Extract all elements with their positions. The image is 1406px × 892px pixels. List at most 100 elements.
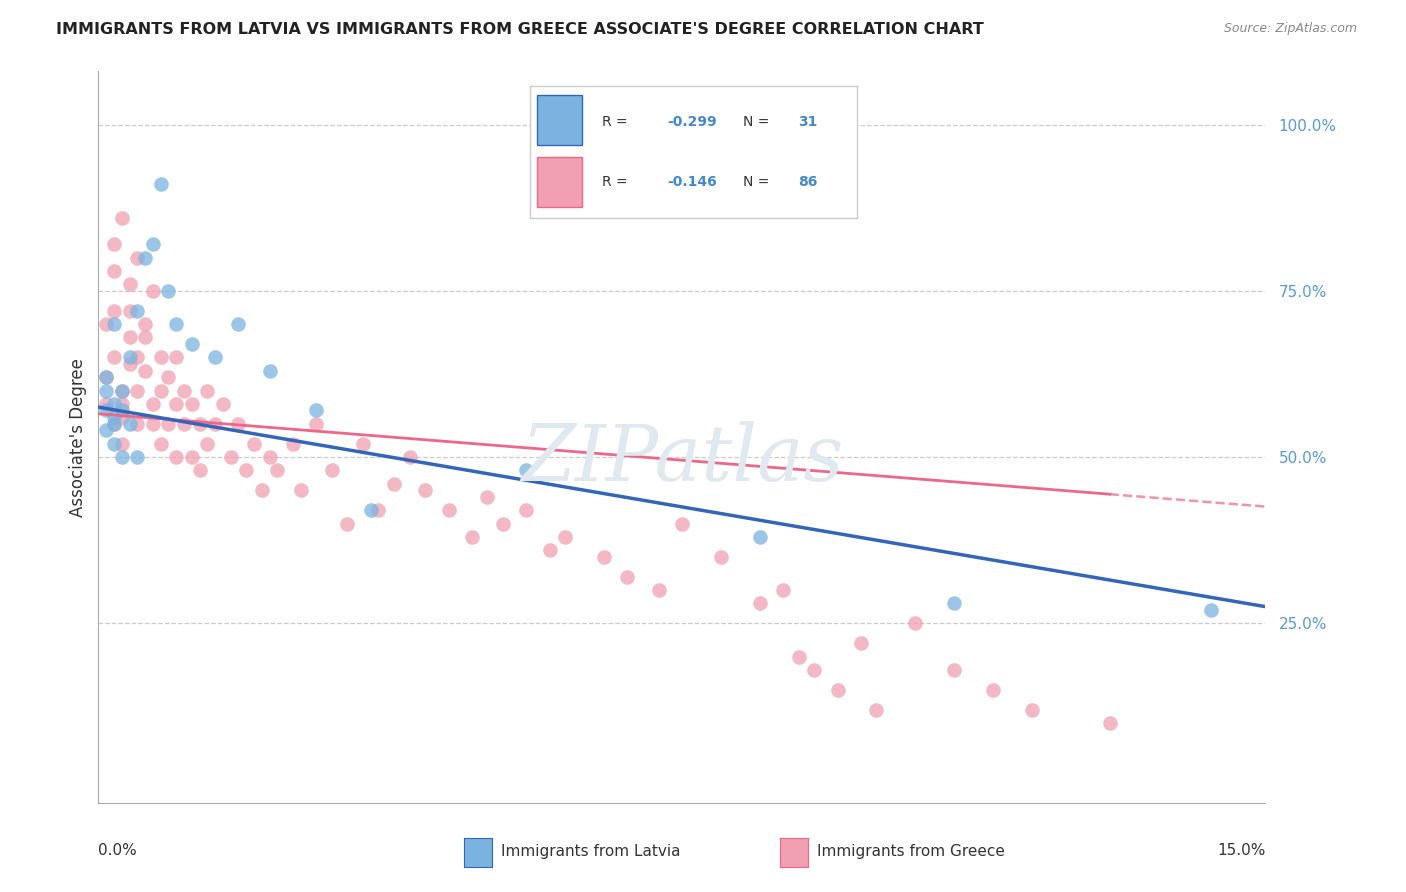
Point [103,237,125,252]
Text: ZIPatlas: ZIPatlas [520,421,844,497]
Point [127,303,149,318]
Point [250,483,273,498]
Point [118,330,141,344]
Point [111,403,134,417]
Point [290,483,312,498]
Point [103,410,125,425]
Point [103,417,125,431]
Point [127,417,149,431]
Point [165,397,187,411]
Text: 15.0%: 15.0% [1218,843,1265,858]
Point [204,417,226,431]
Point [981,682,1004,697]
Point [748,530,770,544]
Point [96,424,118,438]
Point [228,417,250,431]
Point [149,178,172,192]
Point [134,251,156,265]
Point [305,403,328,417]
Point [165,317,187,331]
Point [103,397,125,411]
Point [336,516,359,531]
Point [367,503,389,517]
Point [228,317,250,331]
Point [266,463,288,477]
Point [142,417,165,431]
Point [195,436,218,450]
Point [943,663,966,677]
Point [111,211,134,225]
Point [142,284,165,298]
Text: Immigrants from Greece: Immigrants from Greece [817,845,1005,859]
Point [111,436,134,450]
Point [127,384,149,398]
Point [437,503,460,517]
Point [803,663,825,677]
Point [671,516,693,531]
Point [515,463,537,477]
Point [111,397,134,411]
Point [616,570,638,584]
Text: IMMIGRANTS FROM LATVIA VS IMMIGRANTS FROM GREECE ASSOCIATE'S DEGREE CORRELATION : IMMIGRANTS FROM LATVIA VS IMMIGRANTS FRO… [56,22,984,37]
Point [647,582,669,597]
Point [118,303,141,318]
Point [382,476,405,491]
Text: Source: ZipAtlas.com: Source: ZipAtlas.com [1223,22,1357,36]
Point [149,436,172,450]
Point [235,463,257,477]
Point [352,436,374,450]
Point [710,549,733,564]
Point [204,351,226,365]
Point [1199,603,1222,617]
Point [360,503,382,517]
Point [461,530,484,544]
Point [173,417,195,431]
Point [111,450,134,464]
Point [96,317,118,331]
Y-axis label: Associate's Degree: Associate's Degree [69,358,87,516]
Point [142,237,165,252]
Point [157,284,180,298]
Point [398,450,420,464]
Point [157,370,180,384]
Point [305,417,328,431]
Point [787,649,810,664]
Point [118,417,141,431]
Point [111,384,134,398]
Point [554,530,576,544]
Point [477,490,499,504]
Point [772,582,794,597]
Point [188,417,211,431]
Point [127,450,149,464]
Point [219,450,242,464]
Point [492,516,515,531]
Point [943,596,966,610]
Point [180,397,202,411]
Point [103,436,125,450]
Point [111,410,134,425]
Point [827,682,849,697]
Point [259,450,281,464]
Point [180,337,202,351]
Text: Immigrants from Latvia: Immigrants from Latvia [501,845,681,859]
Point [103,351,125,365]
Point [96,384,118,398]
Point [865,703,887,717]
Point [149,384,172,398]
Point [1021,703,1043,717]
Point [904,616,927,631]
Point [96,397,118,411]
Point [157,417,180,431]
Point [103,417,125,431]
Point [259,363,281,377]
Point [243,436,266,450]
Point [96,403,118,417]
Point [134,317,156,331]
Point [188,463,211,477]
Point [173,384,195,398]
Point [593,549,616,564]
Point [118,351,141,365]
Point [103,264,125,278]
Point [103,317,125,331]
Point [165,450,187,464]
